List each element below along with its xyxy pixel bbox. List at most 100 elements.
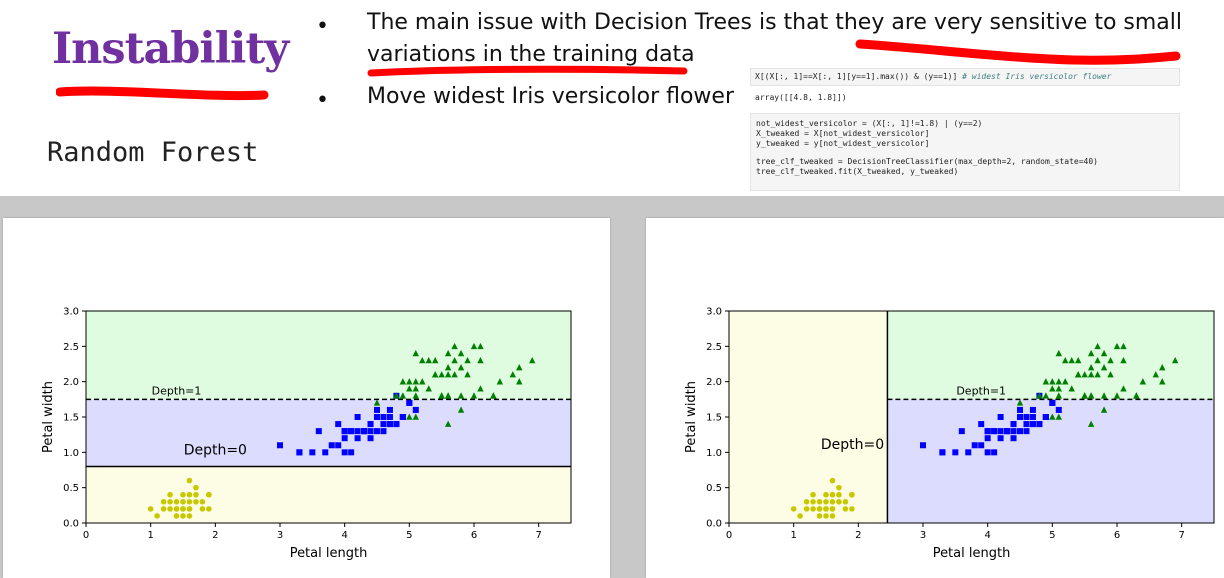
red-underline-small bbox=[855, 39, 1181, 65]
versicolor-point bbox=[1036, 421, 1043, 428]
versicolor-point bbox=[374, 414, 380, 420]
versicolor-point bbox=[341, 449, 348, 456]
versicolor-point bbox=[939, 449, 946, 456]
setosa-point bbox=[173, 499, 180, 505]
versicolor-point bbox=[1017, 406, 1023, 413]
virginica-point bbox=[399, 392, 407, 399]
versicolor-point bbox=[958, 428, 965, 435]
virginica-point bbox=[438, 392, 445, 399]
red-underline-variations bbox=[367, 65, 688, 77]
setosa-point bbox=[193, 484, 199, 491]
virginica-point bbox=[1120, 385, 1127, 392]
versicolor-point bbox=[1017, 428, 1023, 435]
x-tick-label: 2 bbox=[855, 530, 861, 541]
virginica-point bbox=[1055, 413, 1062, 420]
virginica-point bbox=[1094, 356, 1101, 364]
setosa-point bbox=[167, 499, 173, 505]
virginica-point bbox=[1133, 392, 1140, 399]
y-tick-label: 1.5 bbox=[63, 413, 79, 424]
setosa-point bbox=[160, 499, 167, 505]
setosa-point bbox=[816, 499, 823, 505]
y-axis-label: Petal width bbox=[684, 381, 699, 453]
virginica-point bbox=[1042, 392, 1050, 399]
virginica-point bbox=[477, 356, 484, 364]
code-cell-2-text: not_widest_versicolor = (X[:, 1]!=1.8) |… bbox=[756, 119, 1098, 177]
versicolor-point bbox=[348, 428, 355, 435]
bullet-text-2: Move widest Iris versicolor flower bbox=[367, 84, 735, 109]
y-tick-label: 2.0 bbox=[63, 377, 79, 388]
figure-panel-right: Depth=0 Depth=1 0 1 2 3 4 5 6 7 0.0 0.5 1.0 1.5 2.0 2.5… bbox=[646, 218, 1224, 578]
slide-header: Instability Random Forest • The main iss… bbox=[0, 0, 1224, 196]
virginica-point bbox=[1094, 371, 1101, 378]
virginica-point bbox=[1107, 356, 1114, 364]
setosa-point bbox=[167, 491, 173, 498]
setosa-point bbox=[797, 513, 803, 519]
versicolor-point bbox=[341, 428, 348, 435]
x-tick-label: 6 bbox=[1114, 530, 1120, 541]
versicolor-point bbox=[1010, 428, 1017, 435]
virginica-point bbox=[444, 349, 452, 357]
virginica-point bbox=[1055, 349, 1062, 357]
setosa-point bbox=[829, 506, 836, 512]
virginica-point bbox=[1049, 385, 1056, 392]
virginica-point bbox=[1107, 371, 1114, 378]
virginica-point bbox=[1113, 392, 1121, 399]
setosa-point bbox=[147, 506, 154, 512]
virginica-point bbox=[412, 349, 419, 357]
versicolor-point bbox=[1023, 421, 1030, 428]
versicolor-point bbox=[367, 421, 374, 428]
depth-label: Depth=1 bbox=[152, 384, 202, 397]
setosa-point bbox=[816, 513, 823, 519]
depth-label: Depth=0 bbox=[184, 442, 247, 458]
virginica-point bbox=[490, 392, 497, 399]
versicolor-point bbox=[984, 428, 991, 435]
setosa-point bbox=[829, 477, 836, 484]
virginica-point bbox=[1081, 371, 1088, 378]
x-tick-label: 0 bbox=[83, 530, 89, 541]
setosa-point bbox=[810, 506, 816, 512]
versicolor-point bbox=[374, 406, 380, 413]
setosa-point bbox=[836, 484, 842, 491]
virginica-point bbox=[432, 356, 439, 364]
virginica-point bbox=[451, 342, 458, 350]
versicolor-point bbox=[335, 442, 342, 449]
virginica-point bbox=[477, 385, 484, 392]
code-line: X[(X[:, 1]==X[:, 1][y==1].max()) & (y==1… bbox=[755, 72, 958, 81]
virginica-point bbox=[1055, 378, 1062, 385]
x-tick-label: 6 bbox=[471, 530, 477, 541]
virginica-point bbox=[444, 420, 452, 427]
versicolor-point bbox=[1004, 428, 1011, 435]
x-tick-label: 4 bbox=[341, 530, 347, 541]
code-line: y_tweaked = y[not_widest_versicolor] bbox=[756, 139, 930, 148]
setosa-point bbox=[186, 499, 193, 505]
setosa-point bbox=[193, 491, 199, 498]
virginica-point bbox=[1139, 378, 1147, 385]
virginica-point bbox=[464, 356, 471, 364]
virginica-point bbox=[1100, 392, 1108, 399]
setosa-point bbox=[849, 491, 855, 498]
versicolor-point bbox=[309, 449, 316, 456]
virginica-point bbox=[1087, 349, 1095, 357]
versicolor-point bbox=[997, 428, 1004, 435]
bullet-icon: • bbox=[316, 88, 329, 113]
versicolor-point bbox=[315, 428, 322, 435]
virginica-point bbox=[1159, 378, 1166, 385]
decision-region bbox=[729, 311, 888, 523]
versicolor-point bbox=[374, 428, 380, 435]
setosa-point bbox=[173, 506, 180, 512]
virginica-point bbox=[1087, 420, 1095, 427]
code-output: array([[4.8, 1.8]]) bbox=[755, 93, 847, 102]
setosa-point bbox=[816, 506, 823, 512]
versicolor-point bbox=[997, 414, 1004, 420]
setosa-point bbox=[823, 506, 829, 512]
versicolor-point bbox=[991, 428, 998, 435]
virginica-point bbox=[1087, 392, 1095, 399]
setosa-point bbox=[810, 499, 816, 505]
decision-region bbox=[887, 311, 1214, 400]
virginica-point bbox=[1159, 364, 1166, 371]
virginica-point bbox=[496, 378, 504, 385]
versicolor-point bbox=[322, 449, 329, 456]
x-tick-label: 1 bbox=[790, 530, 796, 541]
versicolor-point bbox=[367, 428, 374, 435]
versicolor-point bbox=[1029, 414, 1036, 420]
